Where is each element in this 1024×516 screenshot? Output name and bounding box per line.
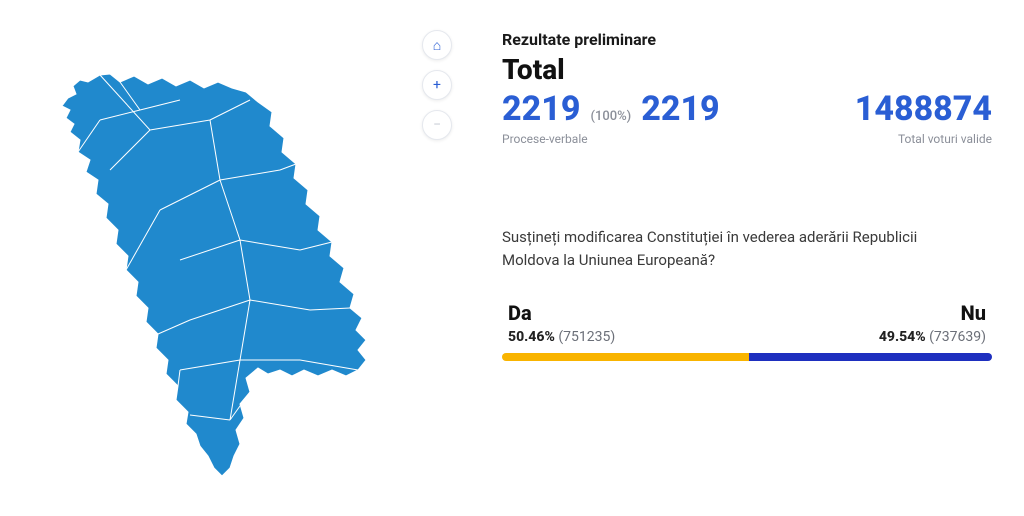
processed-pct: (100%)	[590, 109, 631, 124]
minus-icon: −	[433, 117, 441, 133]
bar-no	[749, 353, 992, 361]
choice-no-count: (737639)	[929, 329, 986, 345]
results-pretitle: Rezultate preliminare	[502, 30, 992, 49]
home-icon: ⌂	[433, 37, 441, 54]
caption-left: Procese-verbale	[502, 132, 588, 146]
choice-yes-pct: 50.46%	[508, 329, 555, 345]
results-panel: Rezultate preliminare Total 2219 (100%) …	[470, 0, 1024, 516]
map-region[interactable]	[62, 74, 366, 476]
moldova-map[interactable]	[40, 20, 410, 500]
bar-yes	[502, 353, 749, 361]
valid-votes: 1488874	[855, 92, 992, 126]
choice-yes-count: (751235)	[558, 329, 615, 345]
numbers-row: 2219 (100%) 2219 1488874	[502, 92, 992, 126]
choice-yes-stats: 50.46% (751235)	[508, 329, 615, 345]
numbers-left: 2219 (100%) 2219	[502, 92, 720, 126]
choice-no-label: Nu	[879, 301, 986, 325]
map-panel: ⌂ + −	[0, 0, 470, 516]
result-bar	[502, 353, 992, 361]
caption-row: Procese-verbale Total voturi valide	[502, 132, 992, 146]
choice-no-stats: 49.54% (737639)	[879, 329, 986, 345]
zoom-in-button[interactable]: +	[422, 70, 452, 100]
home-button[interactable]: ⌂	[422, 30, 452, 60]
referendum-question: Susțineți modificarea Constituției în ve…	[502, 226, 962, 271]
map-controls: ⌂ + −	[422, 30, 452, 140]
caption-right: Total voturi valide	[898, 132, 992, 146]
processed-count: 2219	[502, 92, 580, 126]
plus-icon: +	[433, 77, 441, 93]
results-title: Total	[502, 53, 992, 86]
total-reports: 2219	[641, 92, 719, 126]
choice-no: Nu 49.54% (737639)	[879, 301, 992, 345]
choice-no-pct: 49.54%	[879, 329, 926, 345]
zoom-out-button[interactable]: −	[422, 110, 452, 140]
choice-yes: Da 50.46% (751235)	[502, 301, 615, 345]
choice-yes-label: Da	[508, 301, 615, 325]
choices-row: Da 50.46% (751235) Nu 49.54% (737639)	[502, 301, 992, 345]
